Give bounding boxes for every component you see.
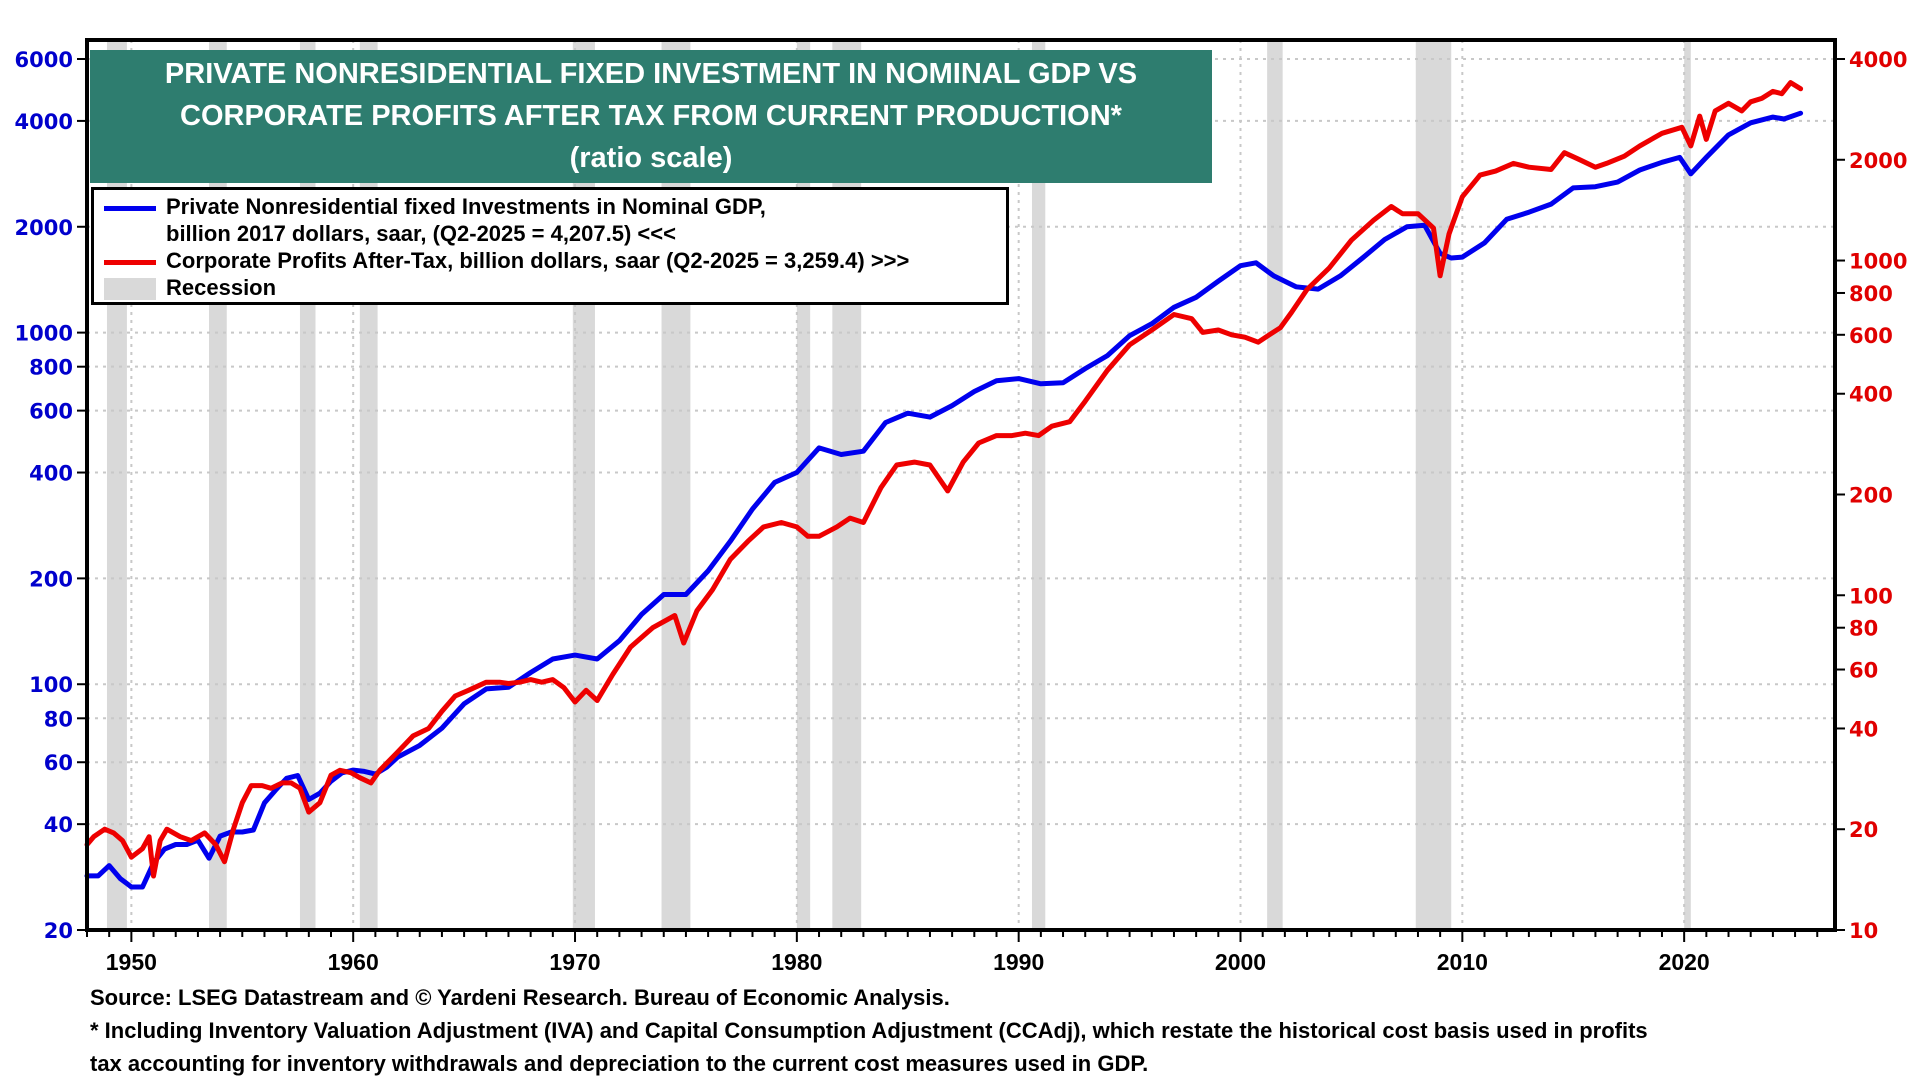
x-axis-tick-label: 1960 bbox=[328, 949, 379, 975]
recession-band bbox=[1267, 40, 1283, 930]
series-line-profits bbox=[84, 80, 1804, 879]
legend-label-profits: Corporate Profits After-Tax, billion dol… bbox=[166, 248, 910, 273]
left-axis-tick-label: 800 bbox=[29, 356, 73, 380]
right-axis-tick-label: 600 bbox=[1849, 324, 1893, 348]
right-axis-tick-label: 800 bbox=[1849, 282, 1893, 306]
legend-label-investment-line1: Private Nonresidential fixed Investments… bbox=[166, 194, 766, 219]
left-axis-tick-label: 40 bbox=[44, 813, 73, 837]
series-line-investment bbox=[84, 110, 1804, 890]
left-axis-tick-label: 60 bbox=[44, 751, 73, 775]
legend-item-investment: Private Nonresidential fixed Investments… bbox=[104, 193, 766, 220]
legend-item-profits: Corporate Profits After-Tax, billion dol… bbox=[104, 247, 909, 274]
chart-subtitle: (ratio scale) bbox=[569, 142, 733, 174]
legend-label-investment-line2: billion 2017 dollars, saar, (Q2-2025 = 4… bbox=[166, 221, 676, 246]
chart-title-line-1: PRIVATE NONRESIDENTIAL FIXED INVESTMENT … bbox=[164, 58, 1138, 90]
right-axis-tick-label: 1000 bbox=[1849, 250, 1907, 274]
legend-item-recession: Recession bbox=[104, 274, 276, 301]
plot-frame bbox=[85, 38, 1837, 932]
x-axis-tick-label: 1990 bbox=[993, 949, 1044, 975]
left-axis-tick-label: 100 bbox=[29, 673, 73, 697]
legend-swatch-blue-line bbox=[104, 205, 156, 211]
legend: Private Nonresidential fixed Investments… bbox=[91, 187, 1009, 305]
right-axis-tick-label: 60 bbox=[1849, 659, 1878, 683]
x-axis-tick-label: 2000 bbox=[1215, 949, 1266, 975]
chart-title-box: PRIVATE NONRESIDENTIAL FIXED INVESTMENT … bbox=[90, 50, 1212, 183]
left-axis-tick-label: 80 bbox=[44, 707, 73, 731]
left-axis-tick-label: 200 bbox=[29, 567, 73, 591]
recession-band bbox=[1684, 40, 1691, 930]
right-axis-tick-label: 80 bbox=[1849, 617, 1878, 641]
footnote-line-1: * Including Inventory Valuation Adjustme… bbox=[90, 1018, 1648, 1043]
right-axis-tick-label: 4000 bbox=[1849, 48, 1907, 72]
right-axis-tick-label: 400 bbox=[1849, 383, 1893, 407]
right-axis-tick-label: 100 bbox=[1849, 584, 1893, 608]
right-axis-tick-label: 20 bbox=[1849, 818, 1878, 842]
chart-title-line-2: CORPORATE PROFITS AFTER TAX FROM CURRENT… bbox=[180, 100, 1122, 132]
left-axis-tick-label: 1000 bbox=[15, 322, 73, 346]
recession-band bbox=[1415, 40, 1452, 930]
left-axis-tick-label: 4000 bbox=[15, 110, 73, 134]
footnote-line-2: tax accounting for inventory withdrawals… bbox=[90, 1051, 1149, 1076]
right-axis-tick-label: 10 bbox=[1849, 919, 1878, 943]
recession-band bbox=[1031, 40, 1046, 930]
left-axis-tick-label: 2000 bbox=[15, 216, 73, 240]
left-axis-tick-label: 6000 bbox=[15, 48, 73, 72]
x-axis-tick-label: 2020 bbox=[1659, 949, 1710, 975]
right-axis-tick-label: 2000 bbox=[1849, 149, 1907, 173]
legend-label-recession: Recession bbox=[166, 275, 277, 300]
left-y-axis: 20 40 60 80 100 200 400 600 800 1000 2000 4000 6000 bbox=[15, 48, 87, 943]
source-note: Source: LSEG Datastream and © Yardeni Re… bbox=[90, 985, 950, 1010]
legend-swatch-recession bbox=[104, 278, 156, 301]
left-axis-tick-label: 20 bbox=[44, 919, 73, 943]
right-y-axis: 10 20 40 60 80 100 200 400 600 800 1000 2000 4000 bbox=[1835, 48, 1907, 943]
x-axis-tick-label: 1980 bbox=[771, 949, 822, 975]
left-axis-tick-label: 400 bbox=[29, 462, 73, 486]
x-axis-tick-label: 1970 bbox=[549, 949, 600, 975]
x-axis: 1950 1960 1970 1980 1990 2000 2010 2020 bbox=[86, 930, 1819, 975]
x-axis-tick-label: 1950 bbox=[106, 949, 157, 975]
left-axis-tick-label: 600 bbox=[29, 400, 73, 424]
x-axis-tick-label: 2010 bbox=[1437, 949, 1488, 975]
right-axis-tick-label: 40 bbox=[1849, 717, 1878, 741]
right-axis-tick-label: 200 bbox=[1849, 484, 1893, 508]
series-lines bbox=[84, 80, 1804, 890]
legend-item-investment-cont: billion 2017 dollars, saar, (Q2-2025 = 4… bbox=[166, 220, 676, 247]
legend-swatch-red-line bbox=[104, 259, 156, 265]
